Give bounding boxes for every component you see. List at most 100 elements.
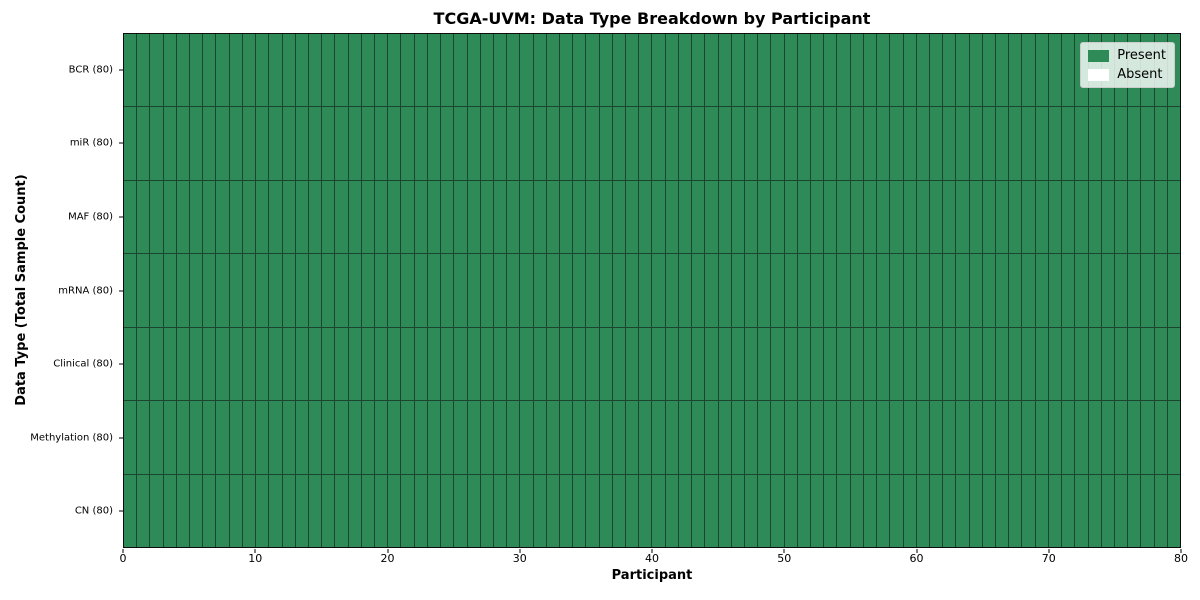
heatmap-cell — [573, 327, 586, 401]
heatmap-cell — [652, 107, 665, 180]
heatmap-cell — [797, 180, 811, 254]
heatmap-cell — [731, 254, 744, 327]
heatmap-cell — [678, 401, 692, 474]
y-tick-label: miR (80) — [69, 137, 113, 149]
heatmap-cell — [388, 107, 401, 180]
heatmap-cell — [573, 254, 586, 327]
y-axis-label-text: Data Type (Total Sample Count) — [14, 174, 29, 406]
heatmap-cell — [586, 180, 599, 254]
heatmap-cell — [678, 180, 692, 254]
heatmap-cell — [863, 107, 877, 180]
heatmap-cell — [322, 327, 335, 401]
heatmap-cell — [414, 180, 427, 254]
heatmap-cell — [626, 34, 639, 107]
heatmap-cell — [493, 34, 507, 107]
heatmap-cell — [520, 34, 533, 107]
heatmap-cell — [322, 474, 335, 547]
heatmap-cell — [929, 474, 943, 547]
heatmap-cell — [1154, 107, 1167, 180]
heatmap-cell — [599, 401, 612, 474]
heatmap-cell — [1062, 254, 1075, 327]
heatmap-cell — [308, 401, 322, 474]
heatmap-cell — [784, 327, 797, 401]
heatmap-cell — [308, 327, 322, 401]
heatmap-cell — [850, 327, 863, 401]
heatmap-cell — [1154, 474, 1167, 547]
heatmap-cell — [256, 401, 269, 474]
heatmap-cell — [639, 327, 652, 401]
heatmap-cell — [454, 107, 467, 180]
heatmap-cell — [361, 107, 375, 180]
heatmap-cell — [533, 327, 546, 401]
heatmap-cell — [626, 254, 639, 327]
heatmap-grid — [124, 34, 1180, 547]
heatmap-cell — [903, 180, 916, 254]
heatmap-cell — [1009, 34, 1022, 107]
heatmap-cell — [560, 180, 573, 254]
heatmap-cell — [903, 34, 916, 107]
heatmap-cell — [216, 254, 229, 327]
heatmap-cell — [692, 107, 705, 180]
heatmap-cell — [560, 107, 573, 180]
heatmap-cell — [1009, 107, 1022, 180]
heatmap-cell — [943, 107, 956, 180]
heatmap-cell — [348, 254, 361, 327]
heatmap-cell — [692, 401, 705, 474]
heatmap-cell — [1101, 474, 1114, 547]
legend-label: Present — [1117, 48, 1166, 63]
heatmap-cell — [1009, 474, 1022, 547]
heatmap-cell — [493, 474, 507, 547]
heatmap-cell — [427, 180, 441, 254]
heatmap-cell — [150, 401, 163, 474]
heatmap-cell — [546, 34, 559, 107]
heatmap-cell — [692, 474, 705, 547]
heatmap-cell — [599, 34, 612, 107]
heatmap-cell — [678, 254, 692, 327]
heatmap-cell — [1009, 401, 1022, 474]
heatmap-cell — [586, 474, 599, 547]
heatmap-cell — [520, 327, 533, 401]
heatmap-cell — [797, 107, 811, 180]
heatmap-cell — [758, 401, 771, 474]
heatmap-cell — [969, 401, 982, 474]
heatmap-cell — [731, 474, 744, 547]
heatmap-cell — [124, 107, 137, 180]
heatmap-cell — [335, 107, 348, 180]
heatmap-cell — [1022, 401, 1035, 474]
heatmap-cell — [414, 254, 427, 327]
heatmap-cell — [176, 401, 190, 474]
heatmap-cell — [837, 34, 850, 107]
heatmap-cell — [996, 254, 1009, 327]
heatmap-cell — [1022, 254, 1035, 327]
heatmap-cell — [533, 180, 546, 254]
heatmap-cell — [705, 474, 718, 547]
heatmap-cell — [216, 180, 229, 254]
heatmap-cell — [176, 254, 190, 327]
heatmap-cell — [137, 254, 150, 327]
heatmap-cell — [1088, 254, 1101, 327]
heatmap-cell — [969, 474, 982, 547]
heatmap-cell — [322, 254, 335, 327]
heatmap-cell — [771, 401, 784, 474]
heatmap-cell — [1075, 474, 1088, 547]
heatmap-cell — [1154, 401, 1167, 474]
heatmap-cell — [1062, 180, 1075, 254]
heatmap-cell — [269, 401, 282, 474]
heatmap-cell — [480, 107, 493, 180]
heatmap-cell — [454, 327, 467, 401]
heatmap-cell — [890, 327, 903, 401]
heatmap-cell — [692, 34, 705, 107]
heatmap-cell — [361, 180, 375, 254]
heatmap-cell — [269, 107, 282, 180]
heatmap-cell — [626, 401, 639, 474]
heatmap-cell — [124, 254, 137, 327]
heatmap-cell — [665, 474, 678, 547]
heatmap-cell — [837, 327, 850, 401]
heatmap-cell — [982, 180, 996, 254]
heatmap-cell — [929, 327, 943, 401]
x-tick-label: 40 — [645, 552, 659, 565]
heatmap-cell — [467, 107, 480, 180]
heatmap-cell — [335, 401, 348, 474]
heatmap-cell — [335, 34, 348, 107]
heatmap-cell — [996, 107, 1009, 180]
